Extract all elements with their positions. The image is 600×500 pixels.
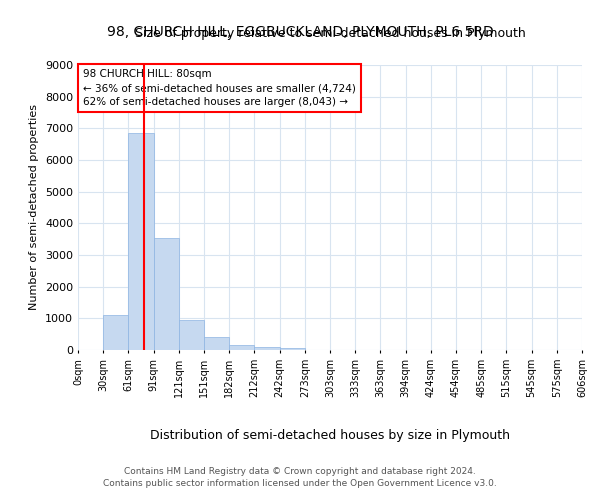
Text: Contains HM Land Registry data © Crown copyright and database right 2024.
Contai: Contains HM Land Registry data © Crown c… (103, 466, 497, 487)
Text: Distribution of semi-detached houses by size in Plymouth: Distribution of semi-detached houses by … (150, 428, 510, 442)
Bar (154, 238, 179, 350)
Text: 98 CHURCH HILL: 80sqm
← 36% of semi-detached houses are smaller (4,724)
62% of s: 98 CHURCH HILL: 80sqm ← 36% of semi-deta… (83, 70, 356, 108)
Bar (204, 338, 229, 350)
Bar (254, 347, 280, 350)
Text: 98, CHURCH HILL, EGGBUCKLAND, PLYMOUTH, PL6 5RD: 98, CHURCH HILL, EGGBUCKLAND, PLYMOUTH, … (107, 26, 493, 40)
Bar (179, 320, 204, 350)
Title: Size of property relative to semi-detached houses in Plymouth: Size of property relative to semi-detach… (134, 27, 526, 40)
Bar (280, 348, 305, 350)
Bar (103, 315, 128, 350)
Bar (128, 133, 154, 350)
Bar (229, 346, 254, 350)
Y-axis label: Number of semi-detached properties: Number of semi-detached properties (29, 104, 40, 310)
